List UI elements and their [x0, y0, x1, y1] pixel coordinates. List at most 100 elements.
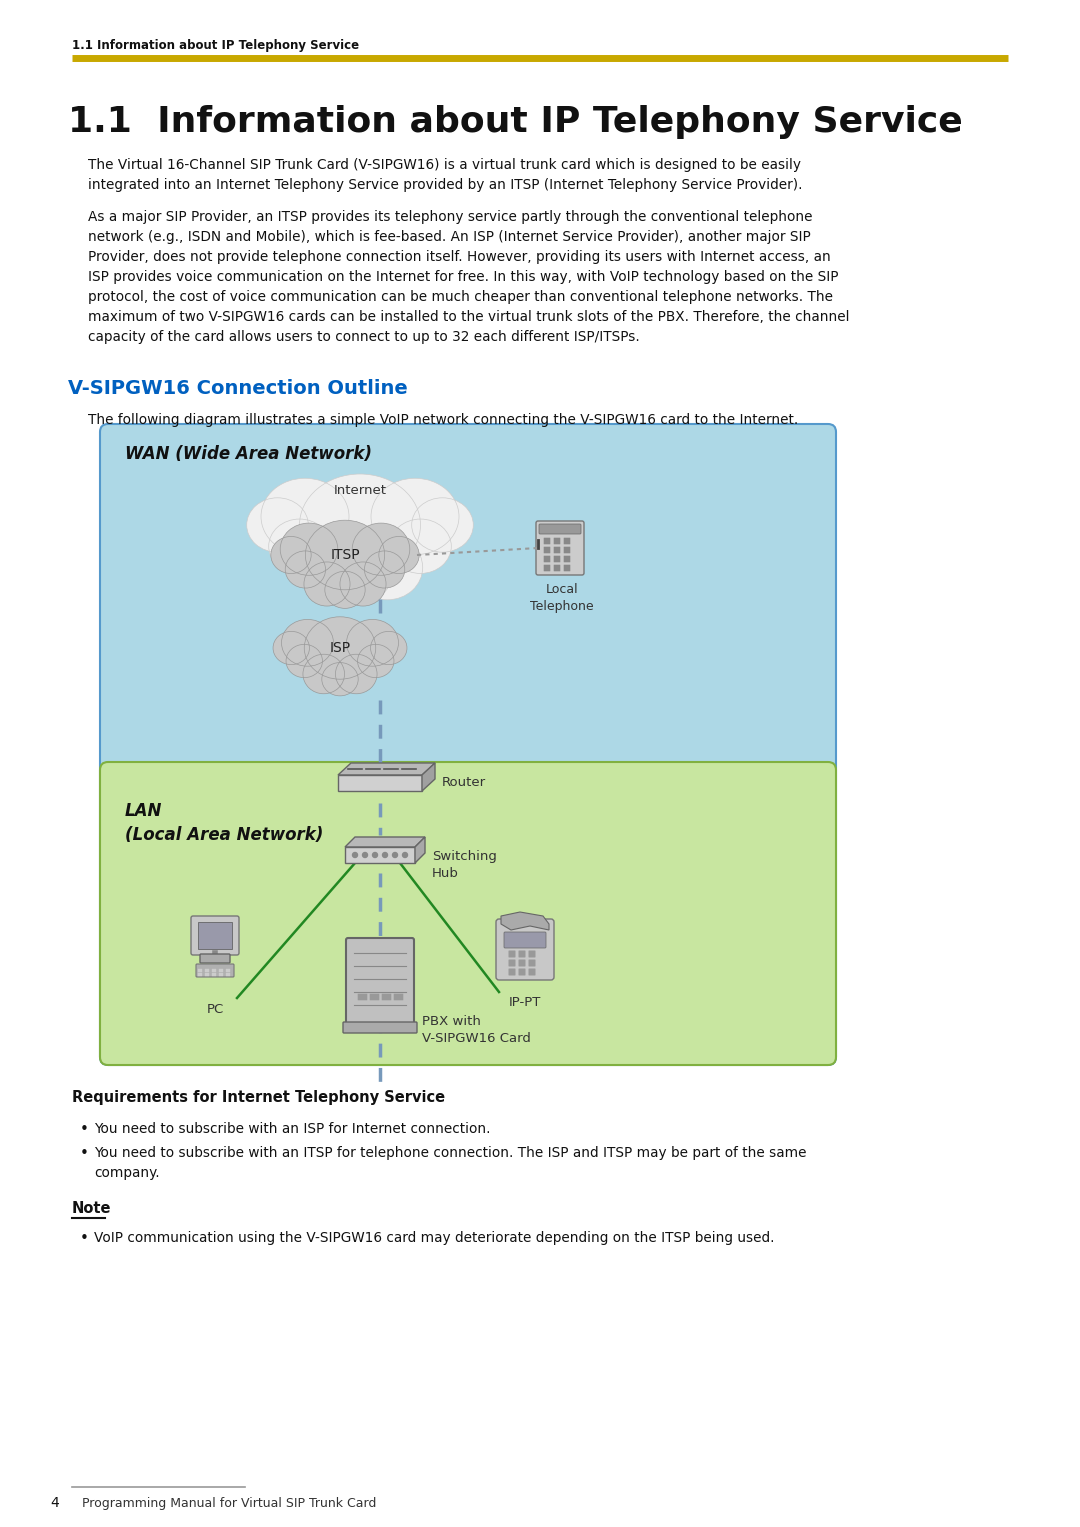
FancyBboxPatch shape — [543, 547, 551, 553]
Text: Local
Telephone: Local Telephone — [530, 583, 594, 612]
Circle shape — [392, 852, 397, 858]
Ellipse shape — [305, 617, 376, 680]
Text: •: • — [80, 1231, 89, 1246]
Circle shape — [363, 852, 367, 858]
Text: 1.1 Information about IP Telephony Service: 1.1 Information about IP Telephony Servi… — [72, 38, 360, 52]
FancyBboxPatch shape — [564, 556, 570, 562]
Text: PBX with
V-SIPGW16 Card: PBX with V-SIPGW16 Card — [422, 1015, 531, 1044]
FancyBboxPatch shape — [554, 538, 561, 544]
Text: ITSP: ITSP — [330, 548, 360, 562]
Polygon shape — [345, 837, 426, 847]
Ellipse shape — [364, 551, 405, 588]
Ellipse shape — [322, 663, 359, 696]
Ellipse shape — [325, 571, 365, 608]
FancyBboxPatch shape — [504, 931, 546, 948]
FancyBboxPatch shape — [212, 973, 216, 976]
Polygon shape — [338, 764, 435, 776]
Text: IP-PT: IP-PT — [509, 996, 541, 1009]
Ellipse shape — [379, 536, 419, 574]
Text: •: • — [80, 1145, 89, 1161]
Text: 1.1  Information about IP Telephony Service: 1.1 Information about IP Telephony Servi… — [68, 105, 962, 139]
Circle shape — [352, 852, 357, 858]
Text: You need to subscribe with an ISP for Internet connection.: You need to subscribe with an ISP for In… — [94, 1122, 490, 1136]
Ellipse shape — [271, 536, 311, 574]
FancyBboxPatch shape — [554, 565, 561, 571]
Text: VoIP communication using the V-SIPGW16 card may deteriorate depending on the ITS: VoIP communication using the V-SIPGW16 c… — [94, 1231, 774, 1245]
FancyBboxPatch shape — [195, 964, 234, 977]
FancyBboxPatch shape — [100, 425, 836, 1064]
FancyBboxPatch shape — [198, 922, 232, 948]
Text: You need to subscribe with an ITSP for telephone connection. The ISP and ITSP ma: You need to subscribe with an ITSP for t… — [94, 1145, 807, 1179]
Ellipse shape — [285, 551, 325, 588]
Ellipse shape — [411, 498, 473, 553]
Ellipse shape — [269, 519, 330, 574]
FancyBboxPatch shape — [518, 950, 526, 957]
Ellipse shape — [336, 654, 377, 693]
FancyBboxPatch shape — [357, 994, 367, 1000]
Polygon shape — [501, 912, 549, 930]
FancyBboxPatch shape — [564, 565, 570, 571]
FancyBboxPatch shape — [200, 954, 230, 964]
FancyBboxPatch shape — [346, 938, 414, 1028]
Ellipse shape — [282, 620, 334, 666]
Text: Internet: Internet — [334, 484, 387, 496]
FancyBboxPatch shape — [528, 968, 536, 976]
Ellipse shape — [352, 534, 422, 600]
Circle shape — [403, 852, 407, 858]
FancyBboxPatch shape — [226, 973, 230, 976]
Text: PC: PC — [206, 1003, 224, 1015]
Text: Programming Manual for Virtual SIP Trunk Card: Programming Manual for Virtual SIP Trunk… — [82, 1496, 376, 1510]
FancyBboxPatch shape — [554, 556, 561, 562]
Polygon shape — [338, 776, 422, 791]
Text: V-SIPGW16 Connection Outline: V-SIPGW16 Connection Outline — [68, 379, 408, 397]
FancyBboxPatch shape — [509, 968, 515, 976]
FancyBboxPatch shape — [536, 521, 584, 576]
Polygon shape — [345, 847, 415, 863]
FancyBboxPatch shape — [539, 524, 581, 534]
Ellipse shape — [370, 631, 407, 664]
Ellipse shape — [347, 620, 399, 666]
FancyBboxPatch shape — [564, 547, 570, 553]
Text: Switching
Hub: Switching Hub — [432, 851, 497, 880]
Polygon shape — [422, 764, 435, 791]
Circle shape — [373, 852, 378, 858]
FancyBboxPatch shape — [219, 973, 224, 976]
Text: Note: Note — [72, 1202, 111, 1215]
Polygon shape — [415, 837, 426, 863]
FancyBboxPatch shape — [191, 916, 239, 954]
FancyBboxPatch shape — [554, 547, 561, 553]
Circle shape — [382, 852, 388, 858]
Ellipse shape — [280, 524, 338, 576]
Ellipse shape — [246, 498, 308, 553]
Ellipse shape — [286, 644, 323, 678]
Text: Router: Router — [442, 777, 486, 789]
FancyBboxPatch shape — [226, 968, 230, 973]
FancyBboxPatch shape — [343, 1022, 417, 1032]
Ellipse shape — [261, 478, 349, 554]
Text: LAN
(Local Area Network): LAN (Local Area Network) — [125, 802, 323, 843]
Text: •: • — [80, 1122, 89, 1138]
FancyBboxPatch shape — [528, 959, 536, 967]
Ellipse shape — [329, 548, 391, 603]
FancyBboxPatch shape — [518, 959, 526, 967]
FancyBboxPatch shape — [212, 968, 216, 973]
FancyBboxPatch shape — [219, 968, 224, 973]
FancyBboxPatch shape — [369, 994, 379, 1000]
FancyBboxPatch shape — [564, 538, 570, 544]
Ellipse shape — [303, 654, 345, 693]
Text: WAN (Wide Area Network): WAN (Wide Area Network) — [125, 444, 372, 463]
Text: The Virtual 16-Channel SIP Trunk Card (V-SIPGW16) is a virtual trunk card which : The Virtual 16-Channel SIP Trunk Card (V… — [87, 157, 802, 192]
Ellipse shape — [340, 562, 386, 606]
FancyBboxPatch shape — [543, 538, 551, 544]
Ellipse shape — [299, 473, 420, 576]
FancyBboxPatch shape — [100, 762, 836, 1064]
FancyBboxPatch shape — [518, 968, 526, 976]
FancyBboxPatch shape — [509, 959, 515, 967]
Ellipse shape — [273, 631, 310, 664]
FancyBboxPatch shape — [198, 973, 202, 976]
Text: 4: 4 — [51, 1496, 59, 1510]
Ellipse shape — [352, 524, 409, 576]
FancyBboxPatch shape — [509, 950, 515, 957]
FancyBboxPatch shape — [496, 919, 554, 980]
FancyBboxPatch shape — [394, 994, 403, 1000]
